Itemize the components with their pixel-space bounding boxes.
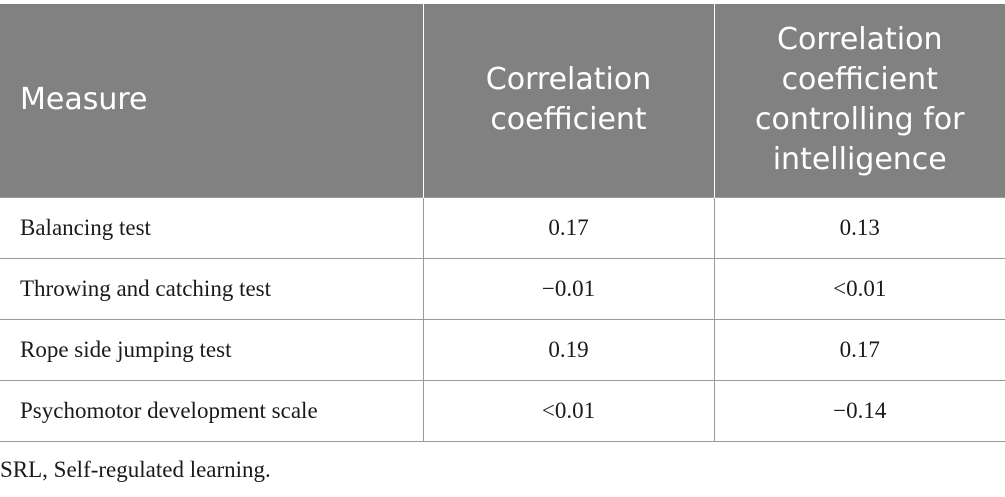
correlation-table: Measure Correlation coefficient Correlat… <box>0 4 1005 442</box>
table-header: Measure Correlation coefficient Correlat… <box>0 4 1005 197</box>
correlation-cell: 0.17 <box>422 196 714 259</box>
table-row: Psychomotor development scale <0.01 −0.1… <box>0 380 1005 442</box>
header-correlation-coefficient: Correlation coefficient <box>422 4 714 197</box>
controlled-correlation-cell: 0.13 <box>713 196 1005 259</box>
header-measure: Measure <box>0 4 423 197</box>
table-footnote: SRL, Self-regulated learning. <box>0 457 271 482</box>
controlled-correlation-cell: <0.01 <box>713 258 1005 320</box>
correlation-cell: 0.19 <box>422 319 714 381</box>
controlled-correlation-cell: −0.14 <box>713 380 1005 442</box>
header-correlation-controlling-intelligence: Correlation coefficient controlling for … <box>713 4 1005 197</box>
measure-cell: Psychomotor development scale <box>0 380 423 442</box>
table-body: Balancing test 0.17 0.13 Throwing and ca… <box>0 196 1005 442</box>
correlation-cell: −0.01 <box>422 258 714 320</box>
correlation-cell: <0.01 <box>422 380 714 442</box>
header-row: Measure Correlation coefficient Correlat… <box>0 4 1005 197</box>
controlled-correlation-cell: 0.17 <box>713 319 1005 381</box>
table-row: Balancing test 0.17 0.13 <box>0 196 1005 259</box>
table-row: Rope side jumping test 0.19 0.17 <box>0 319 1005 381</box>
table-row: Throwing and catching test −0.01 <0.01 <box>0 258 1005 320</box>
measure-cell: Rope side jumping test <box>0 319 423 381</box>
measure-cell: Balancing test <box>0 196 423 259</box>
measure-cell: Throwing and catching test <box>0 258 423 320</box>
